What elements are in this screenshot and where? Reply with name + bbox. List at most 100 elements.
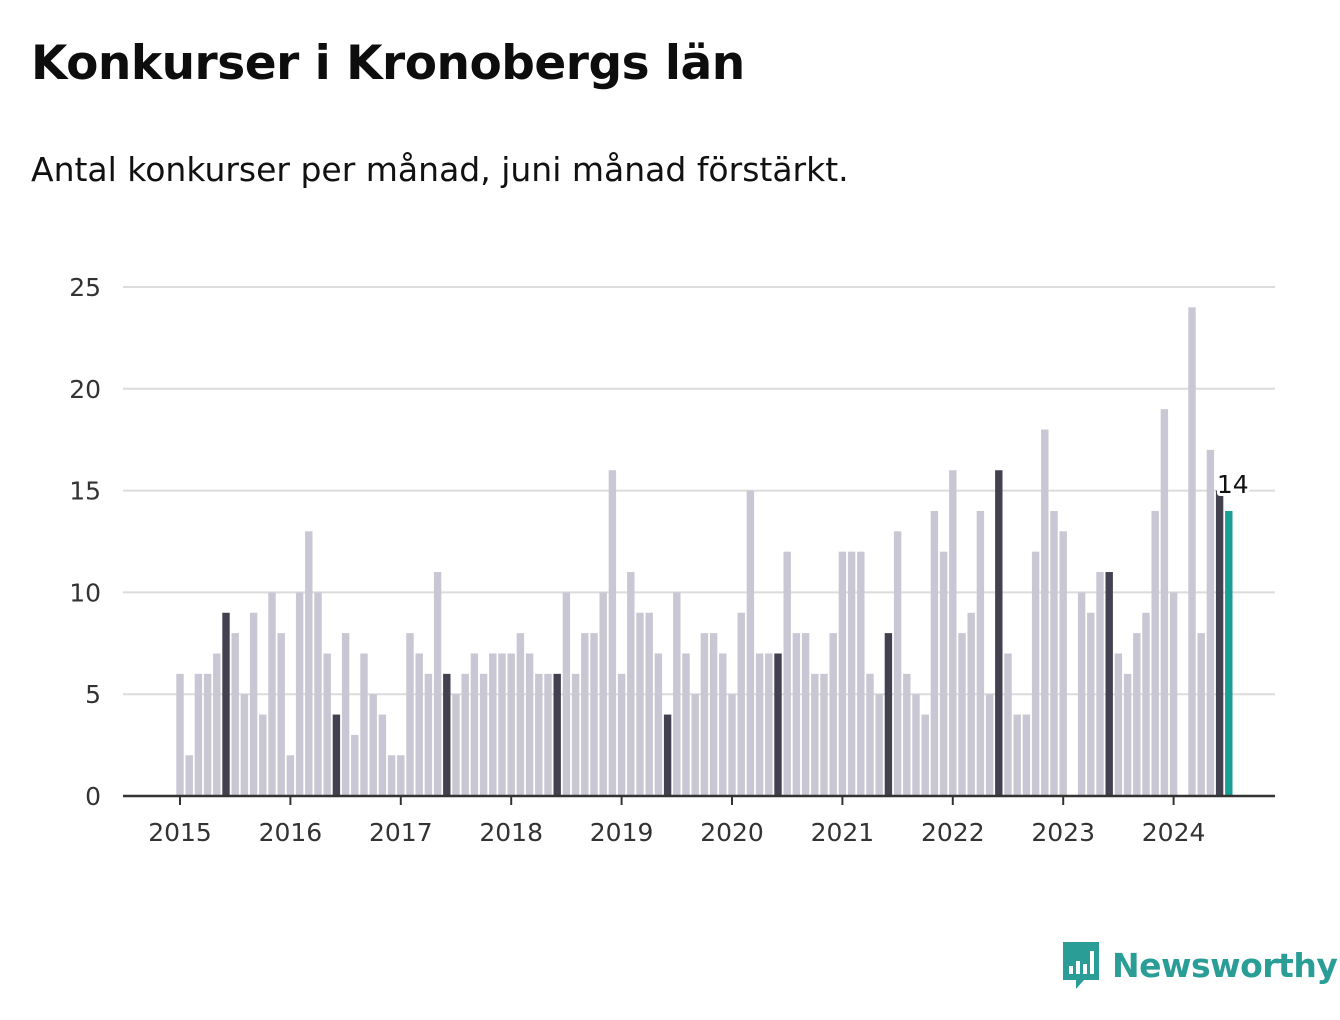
y-tick-label: 0 [85,782,101,811]
bar [682,653,690,796]
y-tick-label: 5 [85,680,101,709]
bar [213,653,221,796]
bar [1059,531,1067,796]
chart-subtitle: Antal konkurser per månad, juni månad fö… [31,150,849,189]
bar [709,633,718,796]
bar [1114,653,1123,796]
bar [286,755,295,796]
bar [627,572,635,796]
bar [857,551,865,796]
bar [295,592,304,796]
bar [719,653,727,796]
x-tick-label: 2022 [921,818,985,847]
bar [608,470,617,796]
bar [1169,592,1178,796]
bar [1031,551,1040,796]
bar [397,755,405,796]
bar [875,694,883,796]
bar [424,673,433,796]
bar [387,755,396,796]
bar [323,653,331,796]
bar [866,673,874,796]
bar [222,612,230,796]
bar [912,694,920,796]
bar [452,694,460,796]
x-tick-label: 2023 [1031,818,1095,847]
bar [507,653,515,796]
bar [581,633,589,796]
bar [314,592,322,796]
bar [1142,612,1150,796]
bar [415,653,423,796]
bar [351,734,359,796]
bar [194,673,203,796]
bar [203,673,212,796]
bar [599,592,607,796]
bar [443,673,451,796]
bar [562,592,571,796]
bar [691,694,699,796]
bar [958,633,966,796]
y-tick-label: 25 [69,273,101,302]
x-tick-label: 2020 [700,818,764,847]
bar [378,714,387,796]
y-tick-label: 20 [69,375,101,404]
bar [1123,673,1132,796]
x-tick-label: 2015 [148,818,212,847]
bar [341,633,350,796]
bar [1013,714,1021,796]
bar [820,673,828,796]
bar-chart: 0 5 10 15 20 25 2015 2016 2017 2018 2019 2020 2021 20… [69,273,1275,847]
bar [903,673,911,796]
bar [930,510,939,796]
bar [1215,490,1224,796]
chart-title: Konkurser i Kronobergs län [31,36,745,91]
bar [755,653,764,796]
bar [645,612,653,796]
bar [838,551,847,796]
brand-logo: Newsworthy [1060,940,1338,990]
bar [737,612,745,796]
bar [535,673,543,796]
bar [847,551,856,796]
bar [489,653,497,796]
bar [1151,510,1159,796]
x-tick-label: 2018 [479,818,543,847]
x-tick-label: 2016 [259,818,323,847]
bar [1050,510,1058,796]
bar [305,531,313,796]
bar [406,633,414,796]
bar [259,714,267,796]
last-value-label-halo: 14 [1217,470,1249,499]
bar [1225,510,1233,796]
y-tick-label: 15 [69,477,101,506]
bar [949,470,957,796]
bar [617,673,626,796]
brand-name: Newsworthy [1112,945,1338,985]
bar [433,572,442,796]
bar [801,633,810,796]
bar [884,633,893,796]
bar [185,755,193,796]
x-tick-label: 2017 [369,818,433,847]
bar [967,612,975,796]
bar [544,673,552,796]
bar [1105,572,1113,796]
bar [985,694,994,796]
x-tick-label: 2019 [590,818,654,847]
bar [1206,449,1215,796]
bar [571,673,580,796]
last-value-label: 14 [1217,470,1249,499]
bar [1041,429,1049,796]
bar [746,490,755,796]
bar [1087,612,1095,796]
bar [1096,572,1104,796]
bar [249,612,258,796]
bar [268,592,276,796]
bar [811,673,819,796]
bar [976,510,985,796]
bar [1077,592,1086,796]
bar [516,633,525,796]
bar [636,612,644,796]
bar [1160,409,1169,796]
